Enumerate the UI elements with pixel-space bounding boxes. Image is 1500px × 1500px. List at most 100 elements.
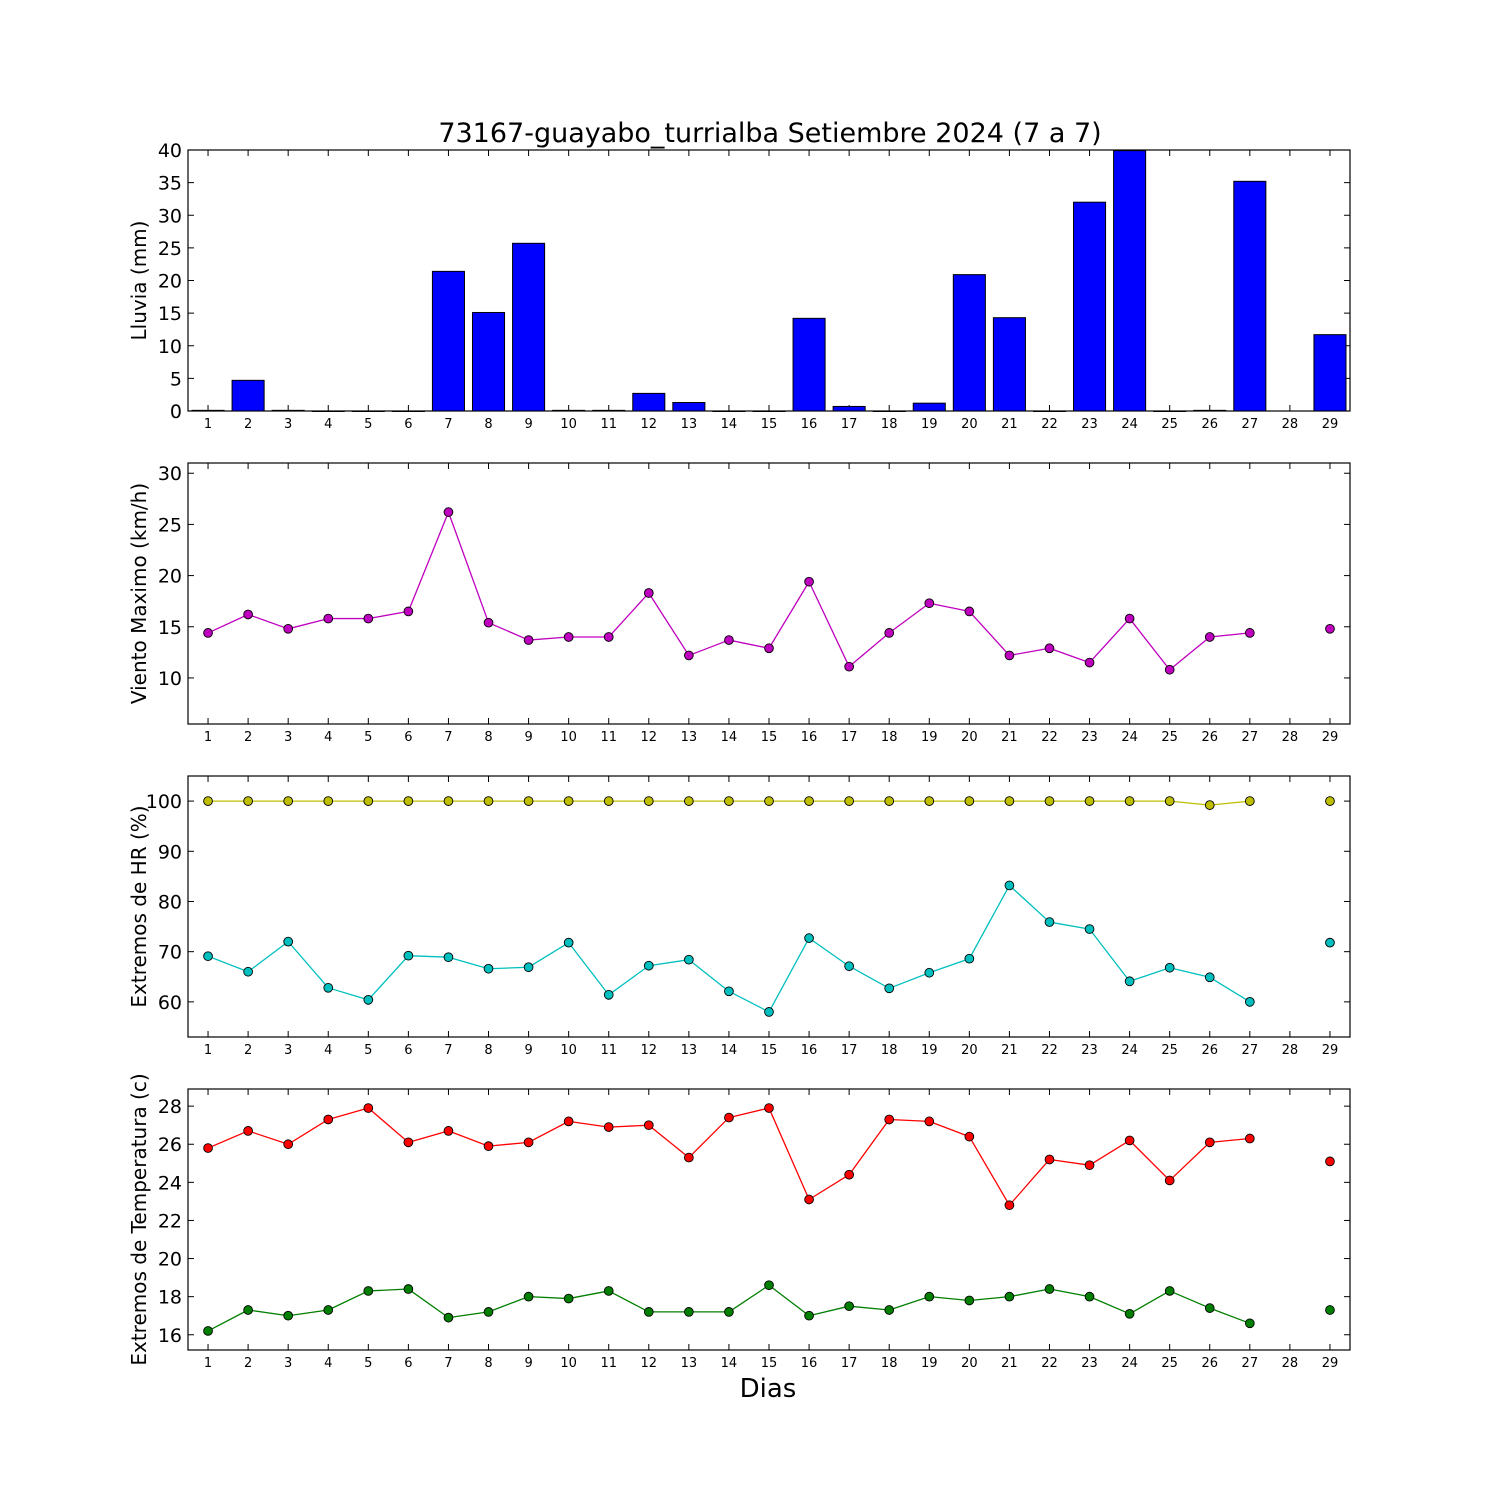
data-point xyxy=(563,632,574,642)
x-tick-label: 21 xyxy=(1001,730,1018,745)
data-point xyxy=(523,635,534,645)
x-tick-label: 6 xyxy=(404,730,412,745)
data-point xyxy=(643,1307,654,1317)
series-segment xyxy=(1129,618,1171,671)
x-tick-label: 18 xyxy=(881,1356,898,1371)
data-point xyxy=(1325,796,1335,806)
data-point xyxy=(403,950,414,961)
y-axis-label: Extremos de HR (%) xyxy=(127,805,151,1007)
data-point xyxy=(1004,880,1015,891)
x-tick-label: 9 xyxy=(524,730,532,745)
x-tick-label: 4 xyxy=(324,1043,332,1058)
y-tick-label: 25 xyxy=(158,238,182,260)
x-tick-label: 2 xyxy=(244,417,252,432)
data-point xyxy=(443,507,454,517)
data-point xyxy=(483,1141,494,1152)
data-point xyxy=(924,967,935,978)
x-tick-label: 7 xyxy=(444,1043,452,1058)
y-tick-label: 10 xyxy=(158,336,182,358)
data-point xyxy=(203,796,213,806)
x-tick-label: 29 xyxy=(1322,1356,1339,1371)
series-segment xyxy=(568,942,610,996)
series-segment xyxy=(768,581,810,649)
data-point xyxy=(1004,1200,1015,1211)
data-point xyxy=(603,1286,614,1296)
bar xyxy=(1313,334,1347,412)
series-segment xyxy=(768,1284,810,1317)
data-point xyxy=(684,1152,694,1163)
y-tick-label: 20 xyxy=(158,1249,182,1271)
x-tick-label: 11 xyxy=(600,730,617,745)
data-point xyxy=(964,606,975,617)
series-segment xyxy=(968,885,1010,960)
data-point xyxy=(283,1310,294,1321)
series-segment xyxy=(408,1130,449,1143)
x-tick-label: 22 xyxy=(1041,1356,1058,1371)
series-segment xyxy=(1209,976,1251,1003)
x-tick-label: 6 xyxy=(404,417,412,432)
series-segment xyxy=(929,958,970,974)
data-point xyxy=(1204,800,1215,810)
data-point xyxy=(203,628,213,638)
x-tick-label: 24 xyxy=(1121,730,1138,745)
data-point xyxy=(884,628,895,638)
x-tick-label: 20 xyxy=(961,1356,978,1371)
x-tick-label: 12 xyxy=(641,417,658,432)
x-tick-label: 16 xyxy=(801,417,818,432)
data-point xyxy=(1325,1305,1335,1315)
data-point xyxy=(924,1116,935,1127)
y-axis-label: Extremos de Temperatura (c) xyxy=(127,1073,151,1365)
series-segment xyxy=(808,1305,850,1317)
x-tick-label: 11 xyxy=(600,417,617,432)
x-tick-label: 16 xyxy=(801,730,818,745)
x-tick-label: 5 xyxy=(364,417,372,432)
data-point xyxy=(603,989,614,1000)
x-tick-label: 4 xyxy=(324,1356,332,1371)
data-point xyxy=(523,796,534,806)
y-axis-label: Lluvia (mm) xyxy=(127,221,151,341)
x-tick-label: 12 xyxy=(641,1356,658,1371)
data-point xyxy=(1124,1308,1135,1319)
x-tick-label: 20 xyxy=(961,1043,978,1058)
x-tick-label: 8 xyxy=(484,417,492,432)
x-tick-label: 10 xyxy=(560,1043,577,1058)
x-tick-label: 19 xyxy=(921,417,938,432)
data-point xyxy=(1084,1160,1095,1171)
data-point xyxy=(1325,623,1335,634)
data-point xyxy=(1164,1175,1175,1186)
y-tick-label: 90 xyxy=(158,841,182,863)
x-tick-label: 13 xyxy=(681,1043,698,1058)
series-segment xyxy=(608,1290,650,1313)
series-segment xyxy=(207,613,249,634)
bar xyxy=(992,317,1026,412)
series-segment xyxy=(568,1120,609,1128)
data-point xyxy=(403,1284,414,1294)
y-tick-label: 28 xyxy=(158,1096,182,1118)
series-segment xyxy=(888,972,930,989)
series-segment xyxy=(407,511,450,612)
series-segment xyxy=(368,1288,409,1292)
data-point xyxy=(1084,924,1095,934)
data-point xyxy=(323,1114,334,1125)
data-point xyxy=(483,796,494,806)
x-tick-label: 12 xyxy=(641,1043,658,1058)
data-point xyxy=(243,966,253,977)
data-point xyxy=(643,588,654,598)
series-segment xyxy=(849,1305,890,1311)
data-point xyxy=(1244,628,1255,638)
bar xyxy=(832,405,866,412)
data-point xyxy=(684,796,694,806)
series-segment xyxy=(1209,632,1250,638)
x-tick-label: 18 xyxy=(881,1043,898,1058)
data-point xyxy=(483,1307,494,1317)
data-point xyxy=(1124,796,1135,806)
data-point xyxy=(964,1295,975,1306)
bar xyxy=(431,270,465,412)
data-point xyxy=(1164,1286,1175,1296)
bar xyxy=(632,392,666,412)
data-point xyxy=(643,960,654,971)
data-point xyxy=(363,796,374,806)
series-segment xyxy=(1209,1137,1250,1143)
